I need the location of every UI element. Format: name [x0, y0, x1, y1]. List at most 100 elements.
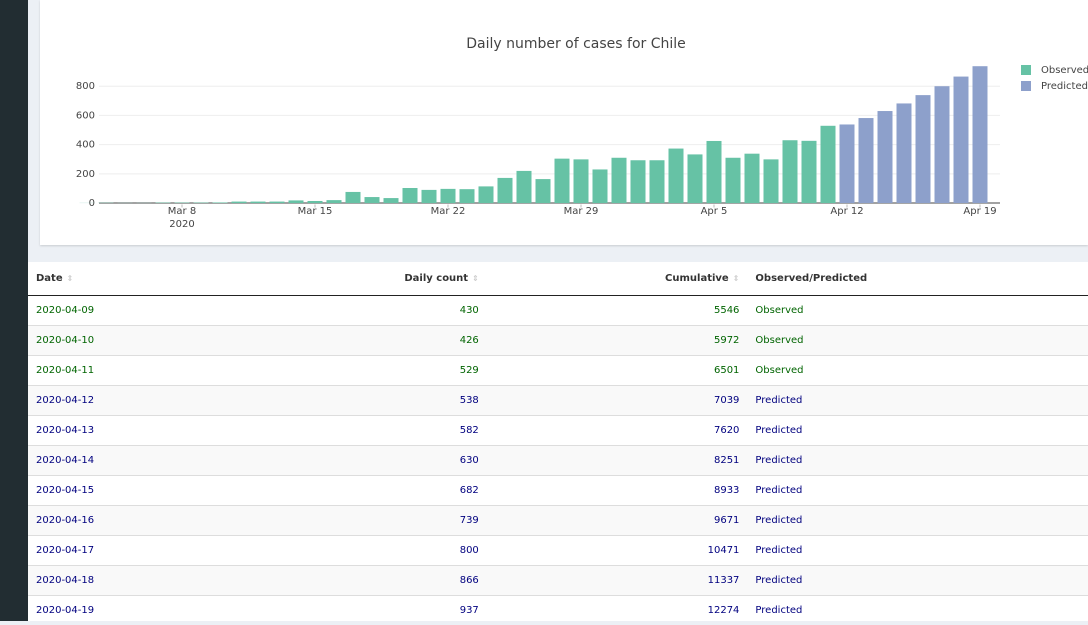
- header-row: Date ⇕ Daily count ⇕ Cumulative ⇕ Observed/Pre…: [28, 262, 1088, 296]
- table-cell: Predicted: [747, 506, 1088, 536]
- bar: [935, 86, 950, 203]
- x-tick-label: Mar 22: [431, 206, 466, 217]
- sort-icon: ⇕: [733, 274, 740, 283]
- table-cell: 2020-04-13: [28, 416, 364, 446]
- legend-swatch: [1021, 81, 1031, 91]
- x-tick-label: Mar 15: [298, 206, 333, 217]
- y-tick-label: 0: [89, 198, 95, 209]
- bar: [631, 160, 646, 203]
- column-header[interactable]: Cumulative ⇕: [487, 262, 748, 296]
- table-cell: 5546: [487, 296, 748, 326]
- bar: [251, 202, 266, 203]
- table-cell: 9671: [487, 506, 748, 536]
- table-cell: 8933: [487, 476, 748, 506]
- y-tick-label: 800: [76, 81, 95, 92]
- sort-icon: ⇕: [67, 274, 74, 283]
- table-cell: 2020-04-10: [28, 326, 364, 356]
- column-header[interactable]: Observed/Predicted: [747, 262, 1088, 296]
- x-tick-label: Mar 29: [564, 206, 599, 217]
- bar: [479, 186, 494, 203]
- x-tick-label: Mar 8: [168, 206, 196, 217]
- x-year-label: 2020: [169, 219, 194, 230]
- table-cell: 10471: [487, 536, 748, 566]
- sort-icon: ⇕: [472, 274, 479, 283]
- x-tick-label: Apr 12: [830, 206, 863, 217]
- table-cell: Observed: [747, 356, 1088, 386]
- table-cell: 582: [364, 416, 487, 446]
- table-cell: 8251: [487, 446, 748, 476]
- header-text: Cumulative: [665, 273, 729, 284]
- legend-label: Predicted: [1041, 81, 1088, 92]
- table-row: 2020-04-094305546Observed: [28, 296, 1088, 326]
- bar: [441, 189, 456, 203]
- table-cell: 2020-04-11: [28, 356, 364, 386]
- bar: [574, 159, 589, 203]
- header-text: Observed/Predicted: [755, 273, 867, 284]
- bar: [783, 140, 798, 203]
- table-cell: 2020-04-15: [28, 476, 364, 506]
- y-tick-label: 400: [76, 140, 95, 151]
- bar: [688, 154, 703, 203]
- bar: [821, 126, 836, 203]
- bar: [289, 200, 304, 203]
- table-cell: Predicted: [747, 386, 1088, 416]
- x-tick-label: Apr 19: [963, 206, 996, 217]
- bar: [498, 178, 513, 203]
- bar: [973, 66, 988, 203]
- table-cell: 682: [364, 476, 487, 506]
- legend-swatch: [1021, 65, 1031, 75]
- table-cell: 5972: [487, 326, 748, 356]
- legend-label: Observed: [1041, 65, 1088, 76]
- header-text: Daily count: [404, 273, 468, 284]
- column-header[interactable]: Daily count ⇕: [364, 262, 487, 296]
- bar: [916, 95, 931, 203]
- bar: [232, 202, 247, 203]
- table-cell: Observed: [747, 296, 1088, 326]
- bar: [460, 189, 475, 203]
- table-row: 2020-04-115296501Observed: [28, 356, 1088, 386]
- bar: [517, 171, 532, 203]
- bar: [878, 111, 893, 203]
- table-cell: Predicted: [747, 446, 1088, 476]
- table-row: 2020-04-1886611337Predicted: [28, 566, 1088, 596]
- bar: [859, 118, 874, 203]
- table-row: 2020-04-156828933Predicted: [28, 476, 1088, 506]
- table-cell: 426: [364, 326, 487, 356]
- y-tick-label: 200: [76, 169, 95, 180]
- table-cell: 739: [364, 506, 487, 536]
- table-cell: 11337: [487, 566, 748, 596]
- bar: [954, 77, 969, 203]
- bar: [593, 169, 608, 203]
- bar: [327, 200, 342, 203]
- chart-panel: Daily number of cases for Chile 02004006…: [40, 0, 1088, 245]
- bar: [422, 190, 437, 203]
- table-cell: 6501: [487, 356, 748, 386]
- table-cell: 538: [364, 386, 487, 416]
- table-cell: Predicted: [747, 566, 1088, 596]
- bar: [308, 201, 323, 203]
- column-header[interactable]: Date ⇕: [28, 262, 364, 296]
- bar: [403, 188, 418, 203]
- table-row: 2020-04-104265972Observed: [28, 326, 1088, 356]
- table-cell: 2020-04-16: [28, 506, 364, 536]
- bar: [346, 192, 361, 203]
- table-row: 2020-04-125387039Predicted: [28, 386, 1088, 416]
- chart-title: Daily number of cases for Chile: [466, 36, 686, 52]
- table-cell: 7620: [487, 416, 748, 446]
- table-cell: Predicted: [747, 536, 1088, 566]
- header-text: Date: [36, 273, 63, 284]
- bar: [384, 198, 399, 203]
- bar: [745, 154, 760, 203]
- bar: [365, 197, 380, 203]
- table-cell: 2020-04-14: [28, 446, 364, 476]
- bar: [270, 202, 285, 203]
- table-cell: 2020-04-18: [28, 566, 364, 596]
- table-cell: 800: [364, 536, 487, 566]
- bar: [840, 124, 855, 203]
- table-body: 2020-04-094305546Observed2020-04-1042659…: [28, 296, 1088, 625]
- table-cell: 529: [364, 356, 487, 386]
- data-table: Date ⇕ Daily count ⇕ Cumulative ⇕ Observed/Pre…: [28, 262, 1088, 625]
- bar: [612, 158, 627, 203]
- table-cell: 2020-04-12: [28, 386, 364, 416]
